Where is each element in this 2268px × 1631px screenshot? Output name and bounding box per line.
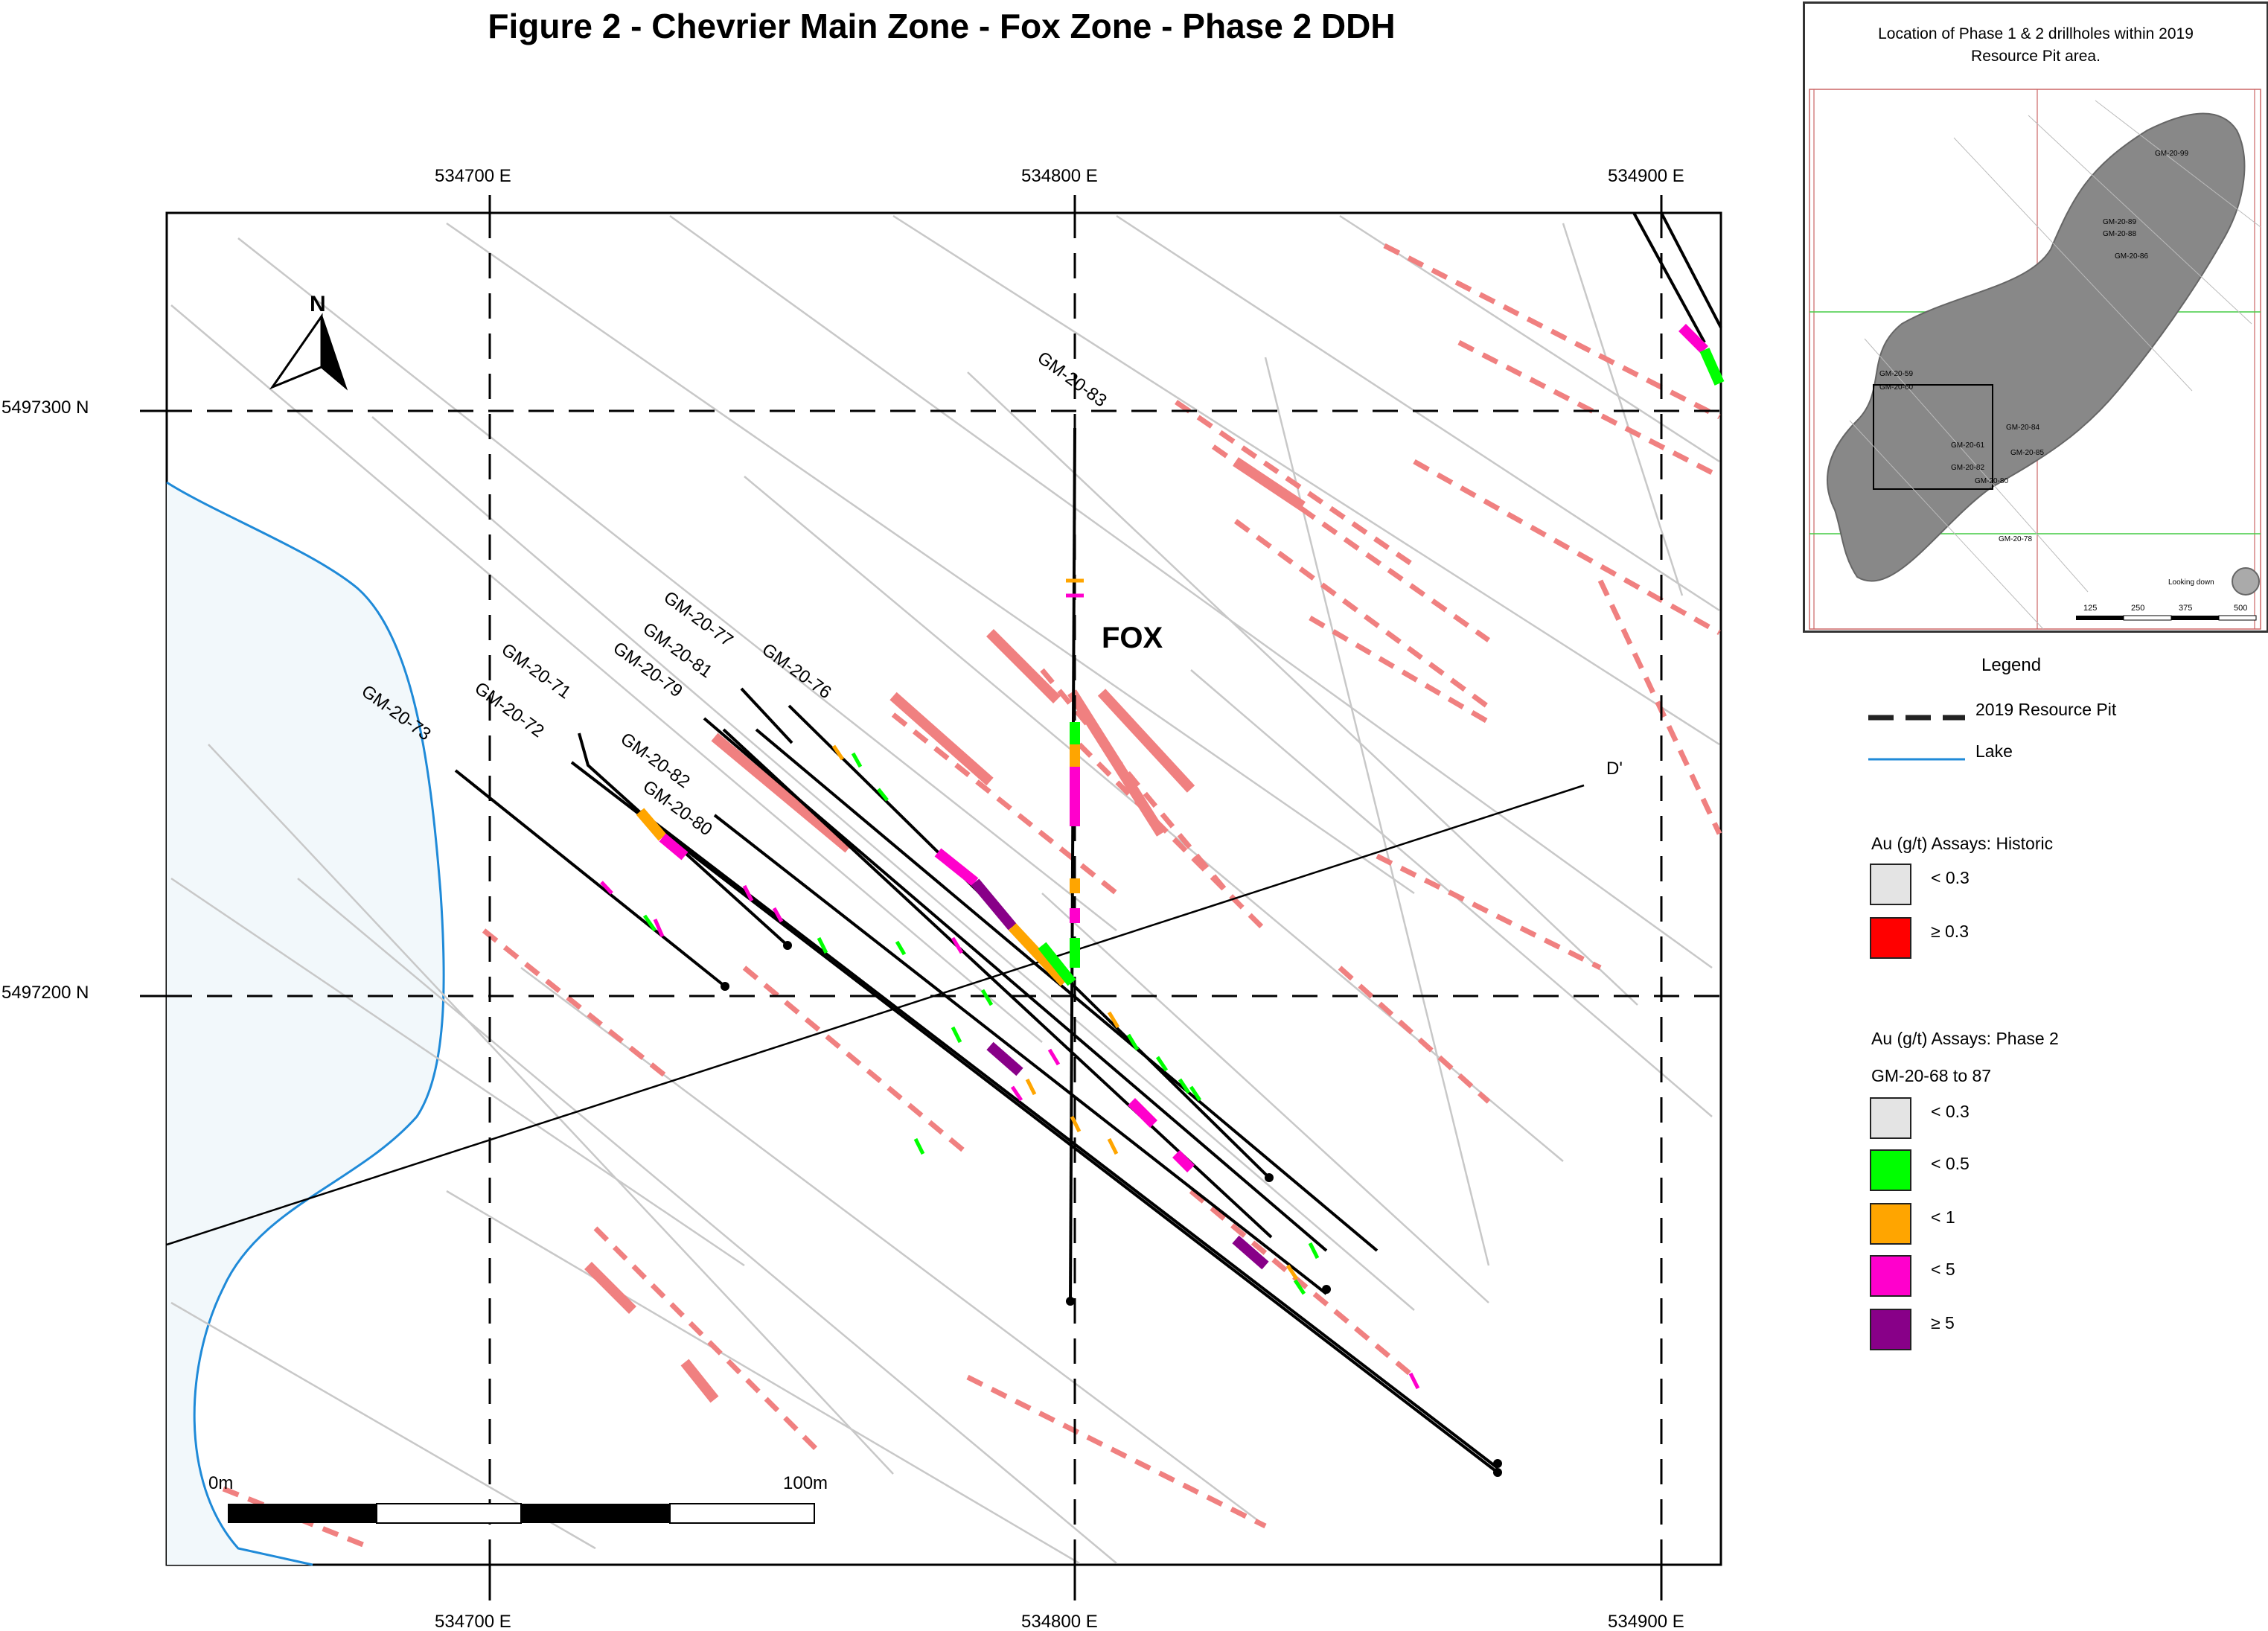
- inset-hole-label: GM-20-61: [1951, 441, 1984, 450]
- inset-title: Location of Phase 1 & 2 drillholes withi…: [1805, 23, 2267, 68]
- inset-title-line-1: Location of Phase 1 & 2 drillholes withi…: [1878, 25, 2194, 42]
- north-label: N: [310, 292, 326, 316]
- inset-view-cube-icon: [2232, 567, 2260, 596]
- inset-focus-box: [1873, 384, 1993, 490]
- legend-phase2-label-4: < 5: [1931, 1260, 1955, 1279]
- drillhole-gm-20-71: [578, 732, 789, 947]
- inset-hole-label: GM-20-82: [1951, 464, 1984, 472]
- legend-lake-label: Lake: [1975, 741, 2013, 761]
- inset-location-map: Location of Phase 1 & 2 drillholes withi…: [1803, 1, 2268, 633]
- pit-boundary-lines: [1632, 212, 1722, 343]
- legend-phase2-swatch-4: [1870, 1255, 1911, 1297]
- legend-historic-label-high: ≥ 0.3: [1931, 922, 1969, 941]
- easting-label-top-1: 534700 E: [435, 166, 511, 186]
- legend-phase2-swatch-5: [1870, 1309, 1911, 1350]
- scale-bar: [228, 1503, 815, 1524]
- lake-shoreline: [166, 481, 445, 1566]
- legend-pit-label: 2019 Resource Pit: [1975, 700, 2117, 719]
- inset-hole-label: GM-20-99: [2155, 150, 2188, 158]
- legend-historic-swatch-low: [1870, 864, 1911, 905]
- legend-phase2-swatch-3: [1870, 1203, 1911, 1245]
- drillhole-gm-20-79: [755, 728, 1379, 1252]
- inset-hole-label: GM-20-80: [1975, 477, 2008, 485]
- legend-historic-title: Au (g/t) Assays: Historic: [1871, 834, 2054, 853]
- inset-hole-label: GM-20-89: [2103, 218, 2136, 226]
- legend-phase2-label-5: ≥ 5: [1931, 1313, 1955, 1332]
- inset-hole-label: GM-20-84: [2006, 424, 2039, 432]
- zone-label: FOX: [1102, 622, 1163, 654]
- legend-phase2-subtitle: GM-20-68 to 87: [1871, 1066, 1992, 1085]
- northing-label-1: 5497300 N: [1, 398, 89, 418]
- section-label: D': [1606, 759, 1623, 779]
- historic-assay-traces: [222, 243, 1722, 1551]
- inset-hole-label: GM-20-85: [2010, 449, 2044, 457]
- easting-label-top-3: 534900 E: [1608, 166, 1684, 186]
- legend-historic-label-low: < 0.3: [1931, 868, 1970, 887]
- historic-high-grade-traces: [584, 457, 1306, 1403]
- legend-historic-swatch-high: [1870, 917, 1911, 959]
- inset-scale-tick: 500: [2234, 604, 2247, 613]
- drillhole-gm-20-72: [570, 761, 1499, 1474]
- easting-label-top-2: 534800 E: [1021, 166, 1098, 186]
- legend-phase2-label-2: < 0.5: [1931, 1154, 1970, 1173]
- phase2-assay-ticks: [600, 578, 1420, 1390]
- inset-scale-tick: 250: [2131, 604, 2144, 613]
- lake-area: [167, 482, 444, 1565]
- inset-svg: GM-20-59 GM-20-60 GM-20-84 GM-20-85 GM-2…: [1809, 89, 2261, 630]
- inset-scale-tick: 125: [2083, 604, 2097, 613]
- figure-title: Figure 2 - Chevrier Main Zone - Fox Zone…: [488, 7, 1396, 45]
- inset-hole-label: GM-20-88: [2103, 230, 2136, 238]
- easting-label-bottom-2: 534800 E: [1021, 1612, 1098, 1631]
- north-arrow-icon: [269, 313, 348, 391]
- legend-title: Legend: [1981, 655, 2042, 675]
- northing-label-2: 5497200 N: [1, 983, 89, 1003]
- inset-pit-shell: [1827, 112, 2246, 582]
- scale-end-label: 100m: [783, 1473, 828, 1493]
- inset-title-line-2: Resource Pit area.: [1971, 48, 2101, 65]
- drillhole-gm-20-83: [1069, 427, 1076, 1302]
- phase2-assay-intercepts: [636, 324, 1725, 1270]
- drillhole-traces: [454, 427, 1499, 1474]
- legend-phase2-swatch-1: [1870, 1097, 1911, 1139]
- legend-phase2-swatch-2: [1870, 1149, 1911, 1191]
- scale-start-label: 0m: [208, 1473, 233, 1493]
- inset-hole-label: GM-20-86: [2115, 252, 2148, 261]
- legend-phase2-title: Au (g/t) Assays: Phase 2: [1871, 1029, 2059, 1048]
- easting-label-bottom-3: 534900 E: [1608, 1612, 1684, 1631]
- inset-scale-tick: 375: [2179, 604, 2192, 613]
- easting-label-bottom-1: 534700 E: [435, 1612, 511, 1631]
- section-line: [166, 784, 1585, 1246]
- inset-hole-label: GM-20-60: [1879, 383, 1913, 392]
- inset-hole-label: GM-20-59: [1879, 370, 1913, 378]
- drillhole-gm-20-82: [639, 810, 1499, 1469]
- drillhole-endpoints: [721, 941, 1502, 1477]
- drillhole-gm-20-73: [454, 769, 726, 988]
- inset-hole-label: GM-20-78: [1999, 535, 2032, 543]
- legend-phase2-label-3: < 1: [1931, 1207, 1955, 1227]
- inset-view-label: Looking down: [2168, 578, 2214, 587]
- drillhole-gm-20-80: [713, 814, 1328, 1295]
- inset-scale-bar: [2076, 615, 2257, 621]
- axis-ticks: [140, 195, 1663, 1600]
- legend-phase2-label-1: < 0.3: [1931, 1102, 1970, 1121]
